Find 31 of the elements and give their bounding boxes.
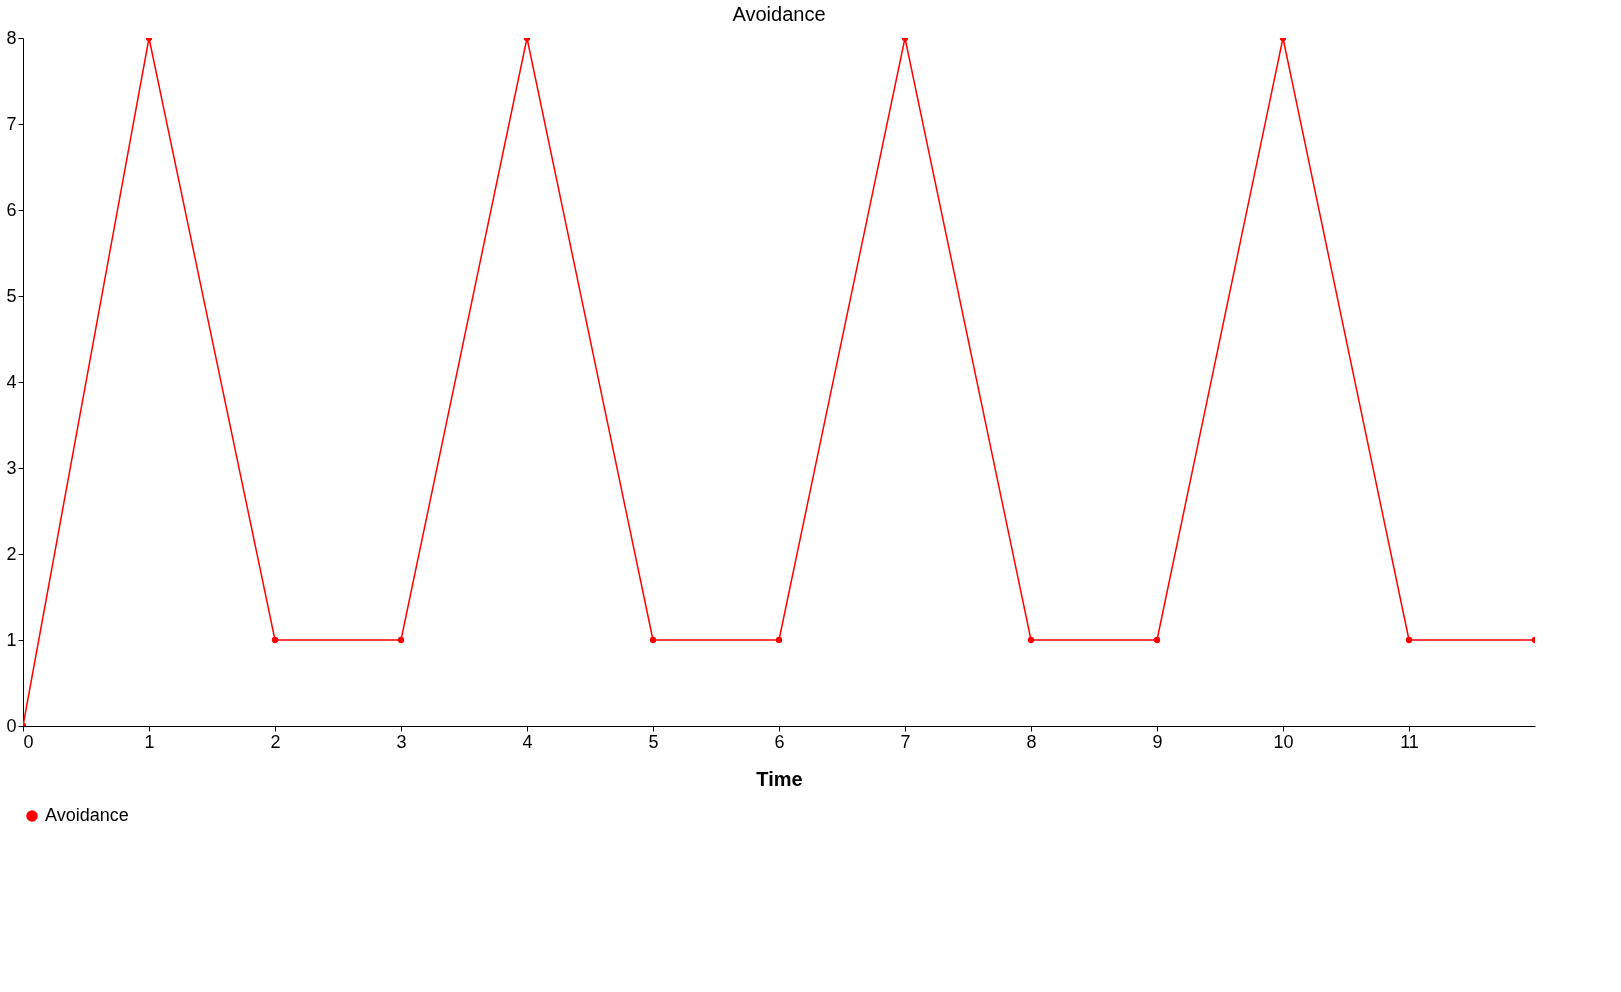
y-tick-label: 1 (6, 629, 17, 650)
legend-label: Avoidance (45, 805, 129, 825)
point (775, 636, 783, 644)
point (1027, 636, 1035, 644)
x-tick-label: 4 (522, 731, 533, 752)
x-tick-label: 11 (1400, 731, 1419, 752)
y-tick-label: 3 (6, 457, 17, 478)
x-tick-label: 10 (1273, 731, 1294, 752)
y-tick-label: 2 (6, 543, 17, 564)
x-tick-label: 8 (1026, 731, 1037, 752)
x-tick-label: 3 (396, 731, 407, 752)
x-tick-label: 2 (270, 731, 281, 752)
x-tick-label: 0 (23, 731, 34, 752)
y-tick-label: 8 (6, 27, 17, 48)
x-tick-label: 9 (1152, 731, 1163, 752)
x-axis-title: Time (756, 767, 803, 790)
x-tick-label: 5 (648, 731, 659, 752)
y-tick-label: 6 (6, 199, 17, 220)
point (397, 636, 405, 644)
chart-title: Avoidance (732, 3, 826, 25)
y-tick-label: 0 (6, 715, 17, 736)
x-tick-label: 1 (144, 731, 155, 752)
point (1405, 636, 1413, 644)
point (649, 636, 657, 644)
y-tick-label: 7 (6, 113, 17, 134)
x-tick-label: 6 (774, 731, 785, 752)
y-tick-label: 4 (6, 371, 17, 392)
point (1153, 636, 1161, 644)
y-tick-label: 5 (6, 285, 17, 306)
x-tick-label: 7 (900, 731, 911, 752)
point (271, 636, 279, 644)
